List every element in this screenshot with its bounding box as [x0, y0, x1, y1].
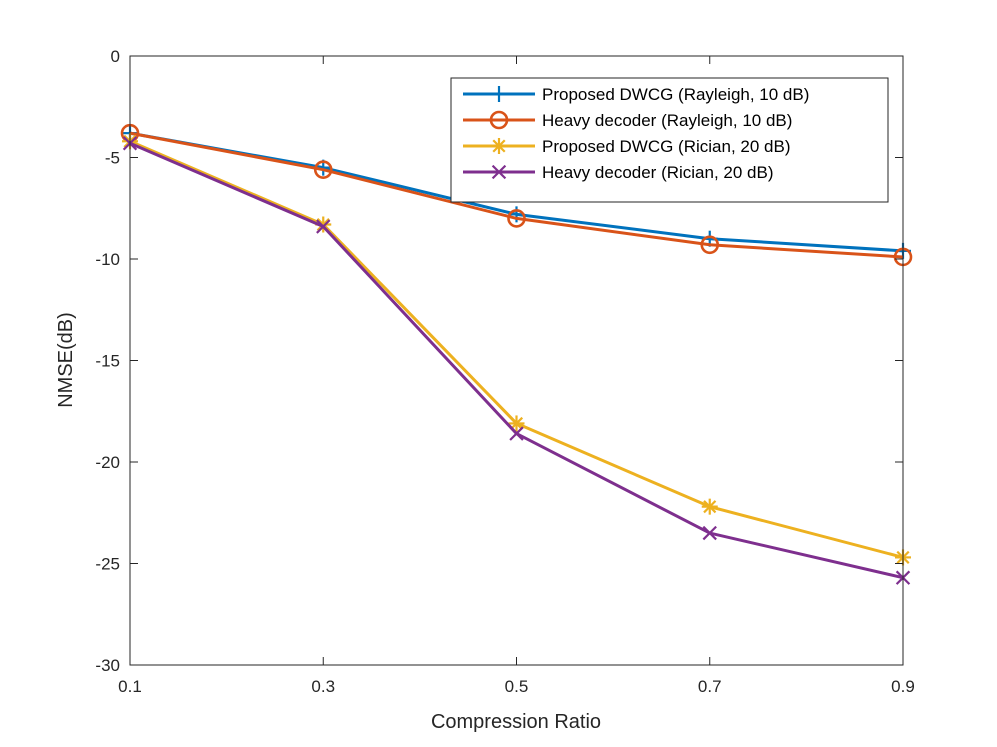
x-tick-label: 0.5 — [505, 677, 529, 696]
y-tick-label: -25 — [95, 555, 120, 574]
legend-marker — [489, 110, 509, 130]
data-point-s4-2 — [316, 219, 331, 234]
y-axis: 0 -5 -10 -15 -20 -25 -30 — [95, 47, 903, 675]
legend-label: Proposed DWCG (Rayleigh, 10 dB) — [542, 85, 809, 104]
legend-label: Proposed DWCG (Rician, 20 dB) — [542, 137, 790, 156]
data-point-s3-4 — [701, 498, 718, 515]
y-tick-label: -30 — [95, 656, 120, 675]
x-tick-label: 0.3 — [311, 677, 335, 696]
x-axis-title: Compression Ratio — [431, 711, 601, 733]
data-point-s4-3 — [509, 426, 524, 441]
legend-label: Heavy decoder (Rician, 20 dB) — [542, 163, 774, 182]
data-point-s2-3 — [507, 209, 526, 228]
data-point-s2-4 — [700, 235, 720, 255]
y-tick-label: -10 — [95, 250, 120, 269]
series-line-2 — [129, 131, 904, 259]
legend-item-1: Proposed DWCG (Rayleigh, 10 dB) — [463, 85, 809, 104]
data-point-s4-4 — [702, 525, 717, 541]
y-tick-label: 0 — [111, 47, 120, 66]
legend-marker — [491, 86, 507, 102]
y-tick-label: -5 — [105, 149, 120, 168]
y-axis-title: NMSE(dB) — [55, 312, 77, 408]
x-tick-label: 0.1 — [118, 677, 142, 696]
x-tick-label: 0.9 — [891, 677, 915, 696]
legend-box — [450, 77, 889, 203]
y-tick-label: -20 — [95, 453, 120, 472]
x-axis: 0.1 0.3 0.5 0.7 0.9 — [118, 56, 915, 696]
data-point-s2-2 — [313, 160, 333, 179]
x-tick-label: 0.7 — [698, 677, 722, 696]
legend-marker — [491, 164, 507, 180]
legend-label: Heavy decoder (Rayleigh, 10 dB) — [542, 111, 792, 130]
legend-item-4: Heavy decoder (Rician, 20 dB) — [463, 163, 774, 182]
legend-marker — [491, 138, 507, 154]
y-tick-label: -15 — [95, 352, 120, 371]
legend: Proposed DWCG (Rayleigh, 10 dB) Heavy dec… — [450, 77, 889, 203]
legend-item-2: Heavy decoder (Rayleigh, 10 dB) — [463, 110, 792, 130]
legend-item-3: Proposed DWCG (Rician, 20 dB) — [463, 137, 790, 156]
